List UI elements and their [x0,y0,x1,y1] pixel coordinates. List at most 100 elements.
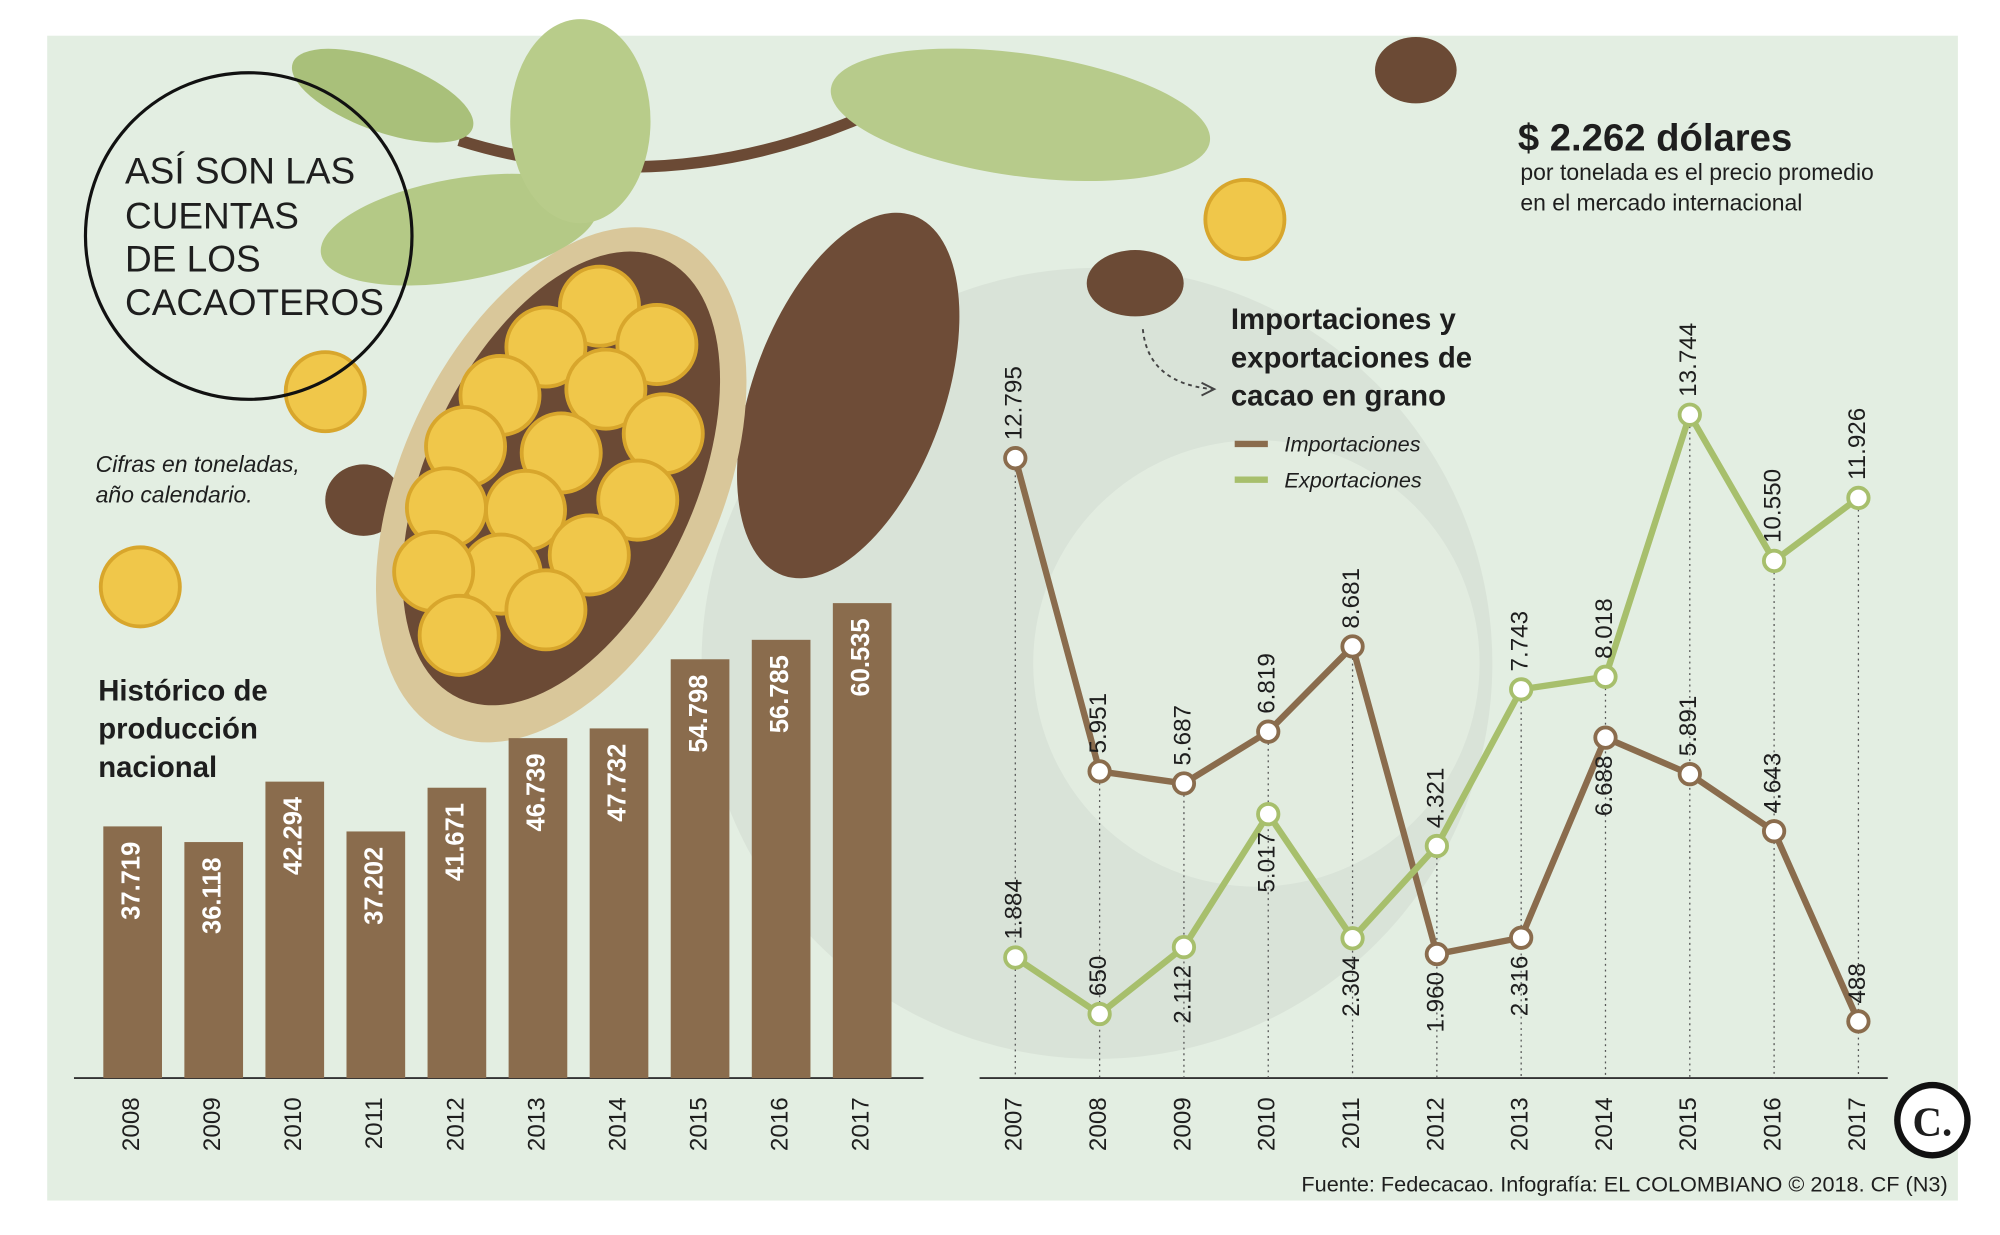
point-value-label: 4.643 [1760,753,1787,814]
bar-title: Histórico de [98,674,267,707]
point-value-label: 13.744 [1675,323,1702,397]
bar-value-label: 37.202 [361,847,389,925]
logo: C. [1913,1099,1953,1144]
point [1171,771,1197,796]
logo-bg [1900,1088,1965,1153]
price: $ 2.262 dólares [1518,117,1792,160]
x-tick-label: 2008 [118,1097,145,1151]
note: año calendario. [96,482,253,508]
point [1003,945,1028,970]
point-value-label: 2.112 [1169,965,1196,1024]
legend-label: Importaciones [1284,432,1420,457]
x-tick-label: 2011 [361,1097,388,1149]
point-value-label: 1.960 [1422,972,1449,1033]
title: ASÍ SON LAS CUENTAS DE LOS CACAOTEROS [125,151,384,323]
point-value-label: 8.018 [1591,598,1618,659]
bar-value-label: 56.785 [766,655,794,733]
point-value-label: 5.891 [1675,696,1702,757]
point [1171,934,1197,960]
point [1593,664,1618,689]
point-value-label: 8.681 [1338,568,1365,629]
price-note: en el mercado internacional [1520,190,1802,216]
bar [184,842,244,1079]
x-tick-label: 2009 [199,1097,226,1151]
bar-value-label: 36.118 [198,857,226,934]
title-circle [83,71,414,401]
bar [670,659,730,1079]
bar-value-label: 60.535 [847,618,875,696]
bar-value-label: 54.798 [685,675,713,753]
point [1509,677,1534,702]
point-value-label: 488 [1844,963,1871,1003]
point [1509,925,1534,950]
x-tick-label: 2010 [280,1097,307,1151]
bar-value-label: 41.671 [442,803,470,881]
x-tick-label: 2011 [1338,1097,1365,1149]
point-value-label: 650 [1085,956,1112,996]
title-line: CUENTAS [125,195,299,236]
point [1593,725,1618,750]
point-value-label: 10.550 [1760,469,1787,543]
title-line: DE LOS [125,239,261,280]
bar [103,826,162,1079]
x-tick-label: 2012 [1422,1097,1449,1151]
point [1677,402,1702,427]
line-title: exportaciones de [1231,341,1472,374]
x-tick-label: 2010 [1254,1097,1281,1151]
note: Cifras en toneladas, [96,451,300,477]
point [1761,819,1787,844]
x-tick-label: 2016 [767,1097,794,1151]
point [1003,446,1028,471]
point [1846,485,1871,511]
point-value-label: 2.316 [1507,956,1534,1017]
x-tick-label: 2012 [442,1097,469,1151]
point-value-label: 2.304 [1338,956,1365,1017]
point [1424,941,1449,967]
point [1087,759,1112,784]
point-value-label: 7.743 [1507,611,1534,672]
point-value-label: 4.321 [1422,768,1449,829]
title-line: CACAOTEROS [125,282,384,323]
point-value-label: 6.688 [1591,756,1618,817]
bar-value-label: 42.294 [280,796,308,875]
point-value-label: 11.926 [1844,408,1871,480]
line-title: Importaciones y [1231,303,1457,336]
bar [427,787,487,1079]
point [1340,634,1365,659]
point-value-label: 5.017 [1254,832,1281,893]
x-tick-label: 2013 [1507,1097,1534,1151]
x-tick-label: 2008 [1085,1097,1112,1151]
price-note: por tonelada es el precio promedio [1520,159,1873,185]
line-title: cacao en grano [1231,380,1446,413]
bar [589,728,649,1079]
bar-value-label: 47.732 [604,744,632,822]
point [1424,833,1449,859]
bar [265,781,325,1079]
bar-value-label: 46.739 [523,753,551,831]
arrow-head [1201,381,1217,397]
point-value-label: 5.951 [1085,693,1112,754]
bar [508,738,568,1079]
x-tick-label: 2015 [685,1097,712,1151]
point [1761,548,1787,574]
title-line: ASÍ SON LAS [125,151,355,192]
bar [751,639,811,1079]
x-tick-label: 2009 [1169,1097,1196,1151]
bar [832,603,892,1079]
point [1340,926,1365,951]
point-value-label: 1.884 [1001,879,1028,940]
bar [346,831,406,1079]
point [1846,1009,1871,1034]
x-tick-label: 2007 [1001,1097,1028,1151]
point [1677,762,1702,787]
x-tick-label: 2014 [604,1097,631,1151]
x-tick-label: 2013 [523,1097,550,1151]
x-tick-label: 2017 [1844,1097,1871,1151]
source: Fuente: Fedecacao. Infografía: EL COLOMB… [1301,1172,1947,1197]
pointer-arrow [1141,329,1212,391]
x-tick-label: 2016 [1760,1097,1787,1151]
point-value-label: 6.819 [1254,653,1281,714]
bar-value-label: 37.719 [117,842,145,920]
illustration [98,19,1457,743]
